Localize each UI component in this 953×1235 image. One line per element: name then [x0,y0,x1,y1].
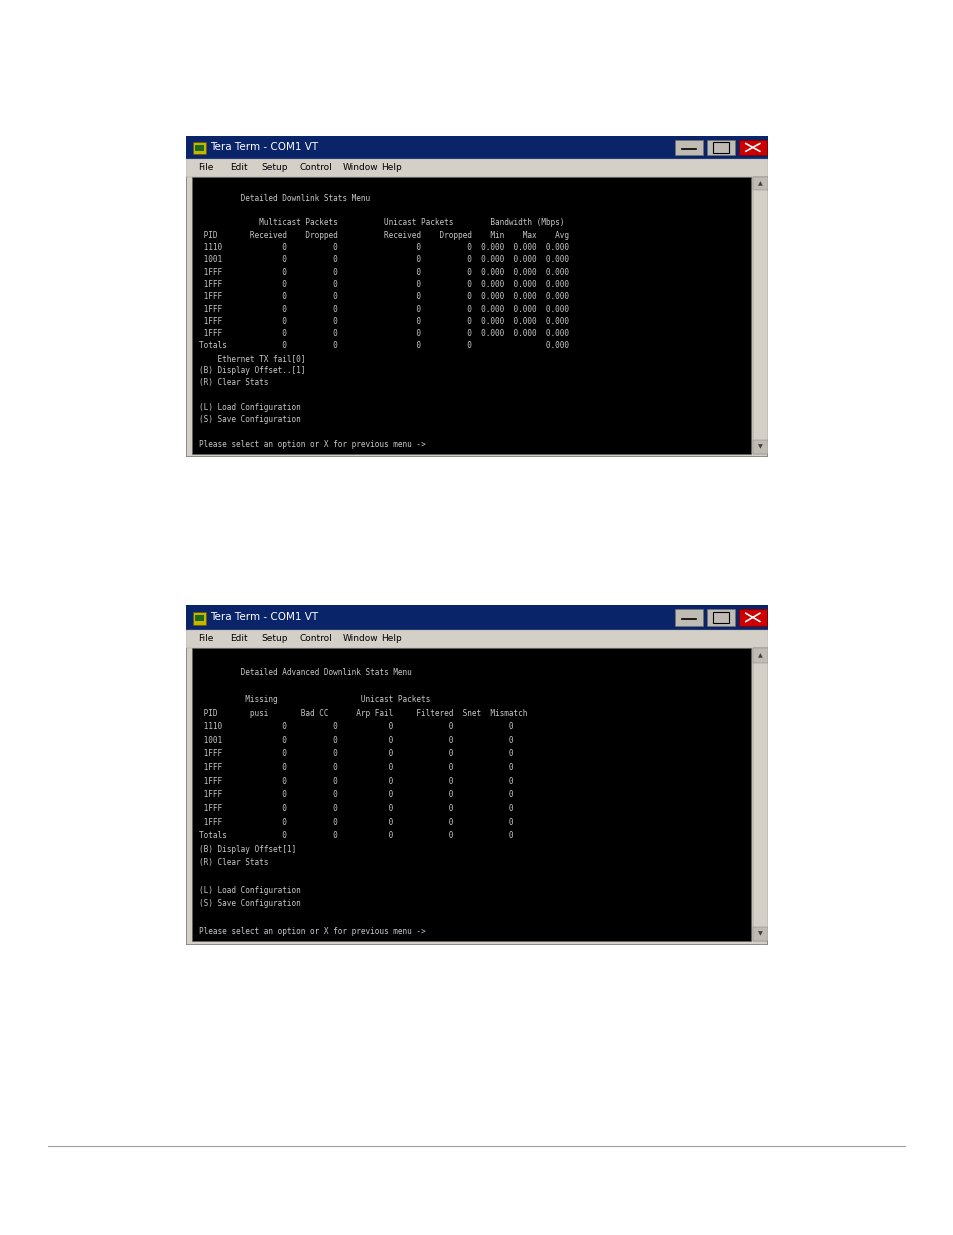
Bar [186,136,767,159]
Text: Help: Help [380,163,401,173]
Text: Totals            0          0                 0          0                0.000: Totals 0 0 0 0 0.000 [198,341,568,351]
Text: 1110             0          0           0            0            0: 1110 0 0 0 0 0 [198,722,513,731]
Text: (L) Load Configuration: (L) Load Configuration [198,885,300,895]
Bar [194,144,204,151]
Text: 1FFF             0          0                 0          0  0.000  0.000  0.000: 1FFF 0 0 0 0 0.000 0.000 0.000 [198,317,568,326]
Text: Setup: Setup [261,635,288,643]
Bar [738,140,766,156]
Text: 1FFF             0          0                 0          0  0.000  0.000  0.000: 1FFF 0 0 0 0 0.000 0.000 0.000 [198,280,568,289]
Text: Missing                  Unicast Packets: Missing Unicast Packets [198,695,430,704]
Text: ▼: ▼ [758,445,762,450]
Text: 1FFF             0          0           0            0            0: 1FFF 0 0 0 0 0 [198,804,513,813]
Text: 1FFF             0          0                 0          0  0.000  0.000  0.000: 1FFF 0 0 0 0 0.000 0.000 0.000 [198,293,568,301]
Text: (R) Clear Stats: (R) Clear Stats [198,378,268,388]
Text: 1FFF             0          0           0            0            0: 1FFF 0 0 0 0 0 [198,790,513,799]
Text: PID       pusi       Bad CC      Arp Fail     Filtered  Snet  Mismatch: PID pusi Bad CC Arp Fail Filtered Snet M… [198,709,527,718]
Bar [674,609,702,625]
Text: Window: Window [343,163,378,173]
Text: Edit: Edit [230,163,247,173]
Text: 1FFF             0          0                 0          0  0.000  0.000  0.000: 1FFF 0 0 0 0 0.000 0.000 0.000 [198,268,568,277]
Bar [192,648,750,941]
Text: Detailed Downlink Stats Menu: Detailed Downlink Stats Menu [198,194,370,203]
Bar [194,615,204,621]
Bar [674,140,702,156]
Text: Window: Window [343,635,378,643]
Text: Totals            0          0           0            0            0: Totals 0 0 0 0 0 [198,831,513,840]
Bar [186,630,767,648]
Text: Tera Term - COM1 VT: Tera Term - COM1 VT [211,142,318,152]
Text: (S) Save Configuration: (S) Save Configuration [198,899,300,909]
Text: 1FFF             0          0           0            0            0: 1FFF 0 0 0 0 0 [198,750,513,758]
Bar [186,159,767,177]
Text: 1001             0          0                 0          0  0.000  0.000  0.000: 1001 0 0 0 0 0.000 0.000 0.000 [198,256,568,264]
Text: ▲: ▲ [758,653,762,658]
Bar [192,177,750,453]
Bar [753,177,767,453]
Text: (R) Clear Stats: (R) Clear Stats [198,858,268,867]
Text: 1FFF             0          0                 0          0  0.000  0.000  0.000: 1FFF 0 0 0 0 0.000 0.000 0.000 [198,330,568,338]
Text: 1FFF             0          0           0            0            0: 1FFF 0 0 0 0 0 [198,777,513,785]
Bar [738,609,766,625]
Text: Edit: Edit [230,635,247,643]
Text: (L) Load Configuration: (L) Load Configuration [198,403,300,412]
Text: ▼: ▼ [758,931,762,936]
Text: (B) Display Offset..[1]: (B) Display Offset..[1] [198,366,305,375]
Bar [706,140,734,156]
Text: Control: Control [299,635,332,643]
Bar [706,609,734,625]
Text: Please select an option or X for previous menu ->: Please select an option or X for previou… [198,440,425,448]
Text: 1110             0          0                 0          0  0.000  0.000  0.000: 1110 0 0 0 0 0.000 0.000 0.000 [198,243,568,252]
Text: Detailed Advanced Downlink Stats Menu: Detailed Advanced Downlink Stats Menu [198,668,411,677]
Bar [186,605,767,630]
Text: File: File [197,635,213,643]
Text: Tera Term - COM1 VT: Tera Term - COM1 VT [211,613,318,622]
Bar [753,648,767,663]
Bar [193,142,206,154]
Text: Please select an option or X for previous menu ->: Please select an option or X for previou… [198,926,425,936]
Text: Multicast Packets          Unicast Packets        Bandwidth (Mbps): Multicast Packets Unicast Packets Bandwi… [198,219,563,227]
Text: 1FFF             0          0           0            0            0: 1FFF 0 0 0 0 0 [198,818,513,826]
Text: (B) Display Offset[1]: (B) Display Offset[1] [198,845,295,853]
Text: File: File [197,163,213,173]
Bar [193,613,206,625]
Bar [753,926,767,941]
Bar [712,142,728,153]
Bar [753,440,767,453]
Text: Setup: Setup [261,163,288,173]
Text: 1001             0          0           0            0            0: 1001 0 0 0 0 0 [198,736,513,745]
Bar [753,648,767,941]
Text: PID       Received    Dropped          Received    Dropped    Min    Max    Avg: PID Received Dropped Received Dropped Mi… [198,231,568,240]
Text: Ethernet TX fail[0]: Ethernet TX fail[0] [198,353,305,363]
Text: 1FFF             0          0           0            0            0: 1FFF 0 0 0 0 0 [198,763,513,772]
Text: (S) Save Configuration: (S) Save Configuration [198,415,300,425]
Bar [712,611,728,622]
Text: ▲: ▲ [758,182,762,186]
Text: Help: Help [380,635,401,643]
Bar [753,177,767,190]
Text: 1FFF             0          0                 0          0  0.000  0.000  0.000: 1FFF 0 0 0 0 0.000 0.000 0.000 [198,305,568,314]
Text: Control: Control [299,163,332,173]
